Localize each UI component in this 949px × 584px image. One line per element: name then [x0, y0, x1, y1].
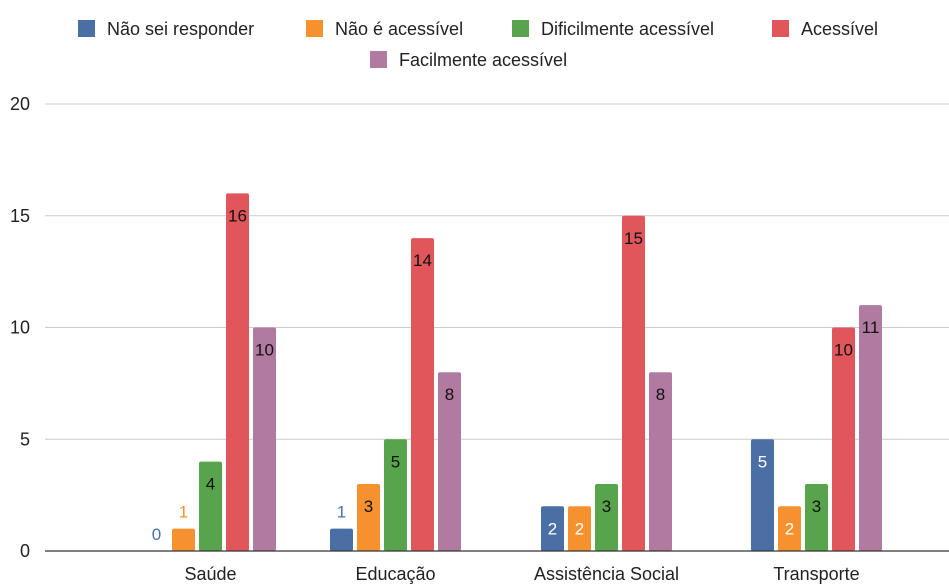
- data-label-saude-nao-sei-responder: 0: [152, 525, 161, 544]
- x-category-assistencia-social: Assistência Social: [534, 564, 679, 584]
- data-label-transporte-dificilmente-acessivel: 3: [812, 497, 821, 516]
- bar-transporte-dificilmente-acessivel: [805, 483, 828, 551]
- data-label-educacao-facilmente-acessivel: 8: [445, 385, 454, 404]
- data-label-transporte-nao-e-acessivel: 2: [785, 519, 794, 538]
- bar-saude-dificilmente-acessivel: [199, 461, 222, 551]
- data-label-saude-dificilmente-acessivel: 4: [206, 475, 215, 494]
- y-axis-ticks: 0 5 10 15 20: [10, 94, 30, 561]
- data-label-transporte-facilmente-acessivel: 11: [862, 318, 880, 337]
- legend-swatch-dificilmente-acessivel: [512, 20, 529, 37]
- data-label-assistencia-social-nao-sei-responder: 2: [548, 519, 557, 538]
- x-category-saude: Saúde: [184, 564, 236, 584]
- y-tick-label: 5: [20, 429, 30, 449]
- data-label-assistencia-social-nao-e-acessivel: 2: [575, 519, 584, 538]
- bar-assistencia-social-nao-e-acessivel: [568, 506, 591, 551]
- data-label-educacao-nao-e-acessivel: 3: [364, 497, 373, 516]
- data-label-transporte-nao-sei-responder: 5: [758, 452, 767, 471]
- legend-label-nao-e-acessivel: Não é acessível: [335, 19, 463, 39]
- data-label-saude-nao-e-acessivel: 1: [179, 503, 188, 522]
- bar-educacao-nao-e-acessivel: [357, 483, 380, 551]
- y-tick-label: 15: [10, 206, 30, 226]
- bar-transporte-facilmente-acessivel: [859, 305, 882, 551]
- bar-transporte-nao-e-acessivel: [778, 506, 801, 551]
- legend-swatch-facilmente-acessivel: [370, 51, 387, 68]
- legend-swatch-nao-sei-responder: [78, 20, 95, 37]
- data-label-transporte-acessivel: 10: [834, 341, 853, 360]
- data-label-assistencia-social-acessivel: 15: [624, 229, 643, 248]
- bar-saude-acessivel: [226, 193, 249, 551]
- bar-educacao-nao-sei-responder: [330, 528, 353, 551]
- data-label-educacao-acessivel: 14: [413, 251, 432, 270]
- bar-educacao-acessivel: [411, 238, 434, 551]
- y-tick-label: 20: [10, 94, 30, 114]
- bar-assistencia-social-nao-sei-responder: [541, 506, 564, 551]
- x-category-transporte: Transporte: [773, 564, 859, 584]
- y-tick-label: 0: [20, 541, 30, 561]
- grid: [45, 103, 949, 440]
- x-category-educacao: Educação: [355, 564, 435, 584]
- data-label-saude-facilmente-acessivel: 10: [255, 341, 274, 360]
- bars: [172, 193, 882, 551]
- legend-label-dificilmente-acessivel: Dificilmente acessível: [541, 19, 714, 39]
- legend-label-nao-sei-responder: Não sei responder: [107, 19, 254, 39]
- bar-saude-nao-e-acessivel: [172, 528, 195, 551]
- legend-label-acessivel: Acessível: [801, 19, 878, 39]
- bar-educacao-facilmente-acessivel: [438, 372, 461, 551]
- data-label-educacao-nao-sei-responder: 1: [337, 503, 346, 522]
- legend: Não sei responder Não é acessível Dificilm…: [78, 19, 878, 70]
- bar-transporte-acessivel: [832, 327, 855, 551]
- bar-transporte-nao-sei-responder: [751, 439, 774, 551]
- x-axis-categories: Saúde Educação Assistência Social Transport…: [184, 564, 859, 584]
- bar-educacao-dificilmente-acessivel: [384, 439, 407, 551]
- data-label-assistencia-social-facilmente-acessivel: 8: [656, 385, 665, 404]
- data-label-saude-acessivel: 16: [228, 206, 247, 225]
- data-label-educacao-dificilmente-acessivel: 5: [391, 452, 400, 471]
- bar-assistencia-social-dificilmente-acessivel: [595, 483, 618, 551]
- bar-saude-facilmente-acessivel: [253, 327, 276, 551]
- bar-assistencia-social-facilmente-acessivel: [649, 372, 672, 551]
- data-label-assistencia-social-dificilmente-acessivel: 3: [602, 497, 611, 516]
- bar-assistencia-social-acessivel: [622, 215, 645, 551]
- legend-swatch-acessivel: [772, 20, 789, 37]
- y-tick-label: 10: [10, 318, 30, 338]
- legend-swatch-nao-e-acessivel: [306, 20, 323, 37]
- legend-label-facilmente-acessivel: Facilmente acessível: [399, 50, 567, 70]
